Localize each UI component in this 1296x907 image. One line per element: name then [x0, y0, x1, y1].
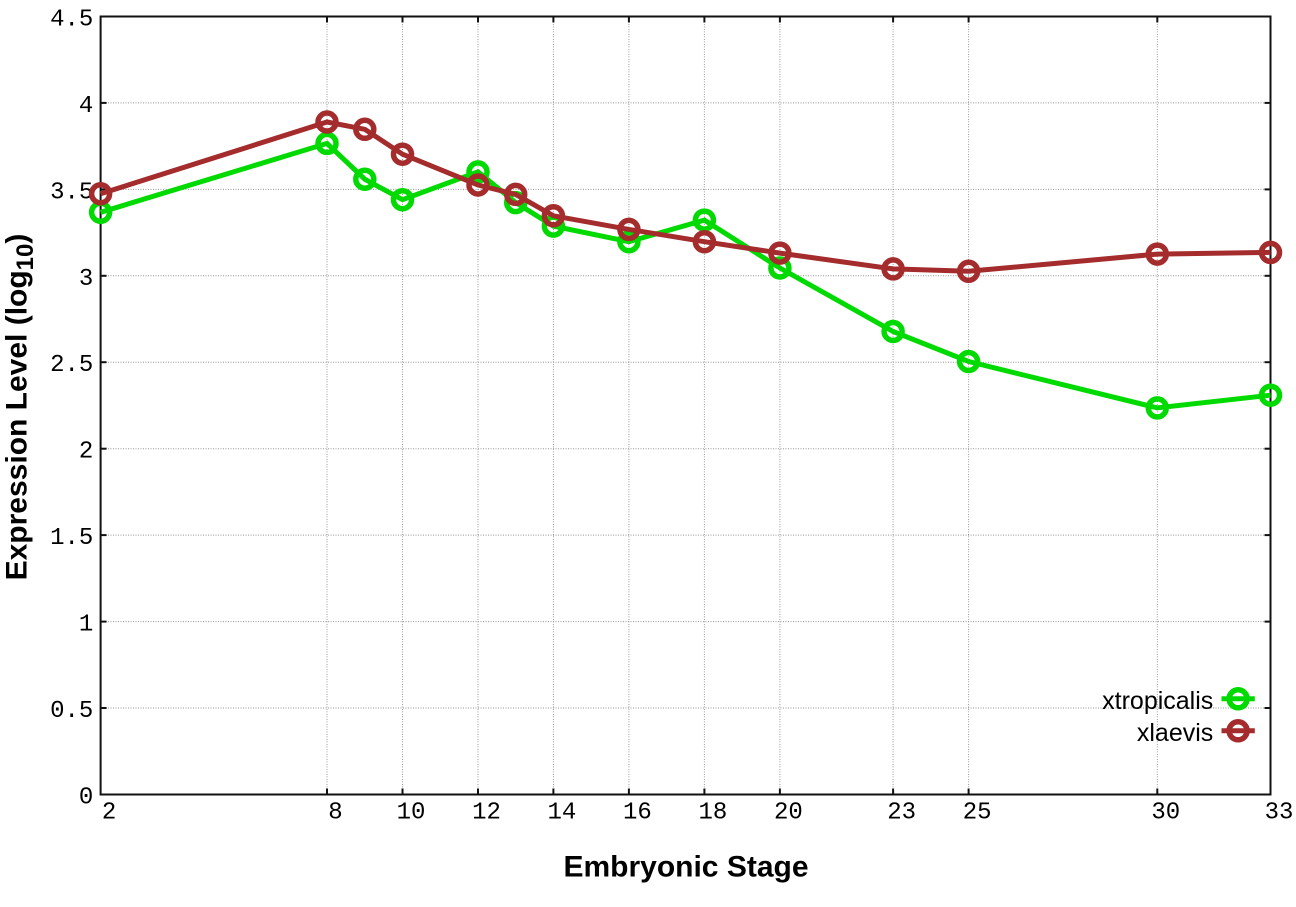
svg-text:Expression Level (log10): Expression Level (log10) — [1, 234, 40, 581]
svg-text:14: 14 — [547, 799, 576, 826]
svg-text:23: 23 — [887, 799, 916, 826]
svg-text:2.5: 2.5 — [50, 352, 93, 379]
svg-text:16: 16 — [623, 799, 652, 826]
svg-text:33: 33 — [1265, 799, 1294, 826]
svg-text:0: 0 — [79, 784, 93, 811]
svg-text:2: 2 — [102, 799, 116, 826]
svg-text:18: 18 — [698, 799, 727, 826]
svg-text:2: 2 — [79, 439, 93, 466]
svg-text:30: 30 — [1151, 799, 1180, 826]
svg-text:8: 8 — [328, 799, 342, 826]
svg-text:3: 3 — [79, 266, 93, 293]
svg-text:10: 10 — [397, 799, 426, 826]
svg-text:20: 20 — [774, 799, 803, 826]
svg-text:1.5: 1.5 — [50, 525, 93, 552]
svg-text:25: 25 — [963, 799, 992, 826]
svg-text:0.5: 0.5 — [50, 698, 93, 725]
svg-text:xlaevis: xlaevis — [1137, 719, 1213, 747]
svg-text:12: 12 — [472, 799, 501, 826]
svg-text:Embryonic Stage: Embryonic Stage — [563, 851, 808, 884]
svg-text:xtropicalis: xtropicalis — [1102, 687, 1213, 715]
svg-text:1: 1 — [79, 612, 93, 639]
svg-text:4.5: 4.5 — [50, 7, 93, 34]
svg-text:4: 4 — [79, 93, 93, 120]
svg-text:3.5: 3.5 — [50, 179, 93, 206]
